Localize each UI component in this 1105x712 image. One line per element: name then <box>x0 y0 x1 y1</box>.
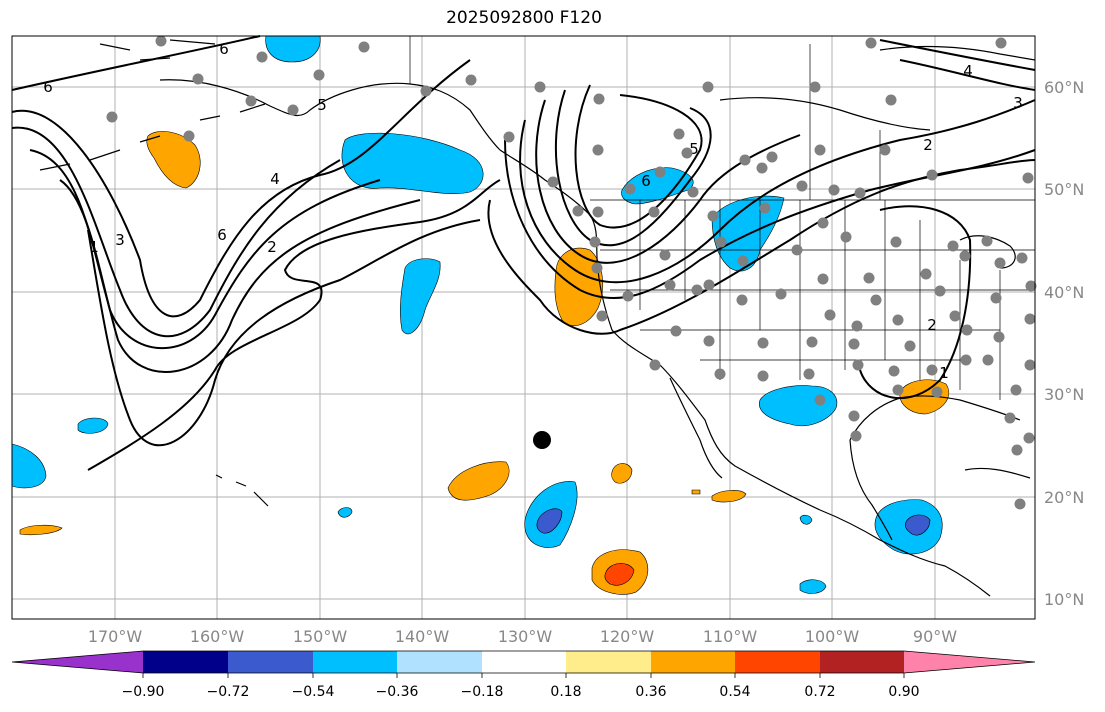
contour-label: 6 <box>641 172 651 190</box>
colorbar-tick-label: −0.90 <box>122 684 165 700</box>
contour-label: 3 <box>1013 94 1023 112</box>
contour-labels: 6 6 5 4 6 3 1 2 6 5 4 3 2 2 1 <box>43 40 1023 382</box>
colorbar-segment <box>566 651 651 673</box>
colorbar-tick-label: −0.72 <box>207 684 250 700</box>
lat-label: 20°N <box>1044 488 1084 507</box>
colorbar-segment <box>12 651 143 673</box>
shade-blue-tiny-2 <box>799 514 813 525</box>
target-point-marker[interactable] <box>533 431 551 449</box>
colorbar-tick-label: 0.18 <box>550 684 581 700</box>
shade-blue-140w <box>400 258 441 335</box>
shade-orange-subtrop <box>447 461 510 501</box>
colorbar-segment <box>143 651 228 673</box>
colorbar-segment <box>735 651 820 673</box>
map-area[interactable] <box>12 36 1035 619</box>
map-frame <box>11 35 1036 620</box>
lat-label: 60°N <box>1044 78 1084 97</box>
contour-label: 1 <box>939 364 949 382</box>
shade-orange-small-1 <box>611 463 633 484</box>
lon-label: 150°W <box>293 627 348 646</box>
colorbar-tick-label: −0.18 <box>461 684 504 700</box>
shade-midblue-yucatan <box>904 514 931 536</box>
colorbar-tick-label: −0.36 <box>376 684 419 700</box>
shade-blue-top <box>265 35 321 63</box>
contour-label: 2 <box>927 316 937 334</box>
colorbar-segment <box>651 651 735 673</box>
shade-blue-small-left <box>77 417 109 434</box>
map-title: 2025092800 F120 <box>446 8 602 28</box>
station-markers <box>106 35 1037 510</box>
colorbar-segment <box>228 651 313 673</box>
contour-label: 6 <box>217 226 227 244</box>
shade-orange-small-4 <box>691 489 701 495</box>
lon-label: 100°W <box>805 627 860 646</box>
colorbar-tick-label: −0.54 <box>292 684 335 700</box>
contour-label: 2 <box>923 136 933 154</box>
lon-label: 170°W <box>88 627 143 646</box>
contour-label: 6 <box>219 40 229 58</box>
colorbar-segment <box>904 651 1035 673</box>
colorbar-tick-label: 0.72 <box>804 684 835 700</box>
colorbar-segment <box>820 651 904 673</box>
shade-orange-coast <box>554 247 603 326</box>
contour-label: 3 <box>115 231 125 249</box>
shade-blue-gulf-alaska <box>341 132 484 194</box>
colorbar-segment <box>482 651 566 673</box>
lon-label: 120°W <box>600 627 655 646</box>
lat-label: 50°N <box>1044 180 1084 199</box>
contour-label: 4 <box>963 62 973 80</box>
contour-label: 2 <box>267 238 277 256</box>
lon-label: 110°W <box>703 627 758 646</box>
contour-label: 1 <box>89 238 99 256</box>
contour-label: 5 <box>317 96 327 114</box>
colorbar-segment <box>397 651 482 673</box>
lon-label: 130°W <box>498 627 553 646</box>
lon-label: 90°W <box>913 627 957 646</box>
contour-label: 5 <box>689 140 699 158</box>
colorbar-segment <box>313 651 397 673</box>
latitude-labels: 60°N 50°N 40°N 30°N 20°N 10°N <box>1044 78 1084 609</box>
shade-orange-small-3 <box>19 524 63 536</box>
shade-midblue-130w <box>536 508 563 534</box>
contour-label: 4 <box>270 170 280 188</box>
longitude-labels: 170°W 160°W 150°W 140°W 130°W 120°W 110°… <box>88 627 957 646</box>
shade-blue-small-se <box>799 579 827 594</box>
shade-orange-aleutian <box>146 131 201 189</box>
shade-blue-left <box>11 443 47 489</box>
lat-label: 10°N <box>1044 590 1084 609</box>
lat-label: 40°N <box>1044 283 1084 302</box>
colorbar-tick-label: 0.90 <box>888 684 919 700</box>
lat-label: 30°N <box>1044 385 1084 404</box>
lon-label: 160°W <box>190 627 245 646</box>
colorbar-tick-label: 0.54 <box>719 684 750 700</box>
shade-blue-tiny-1 <box>337 507 353 518</box>
lon-label: 140°W <box>395 627 450 646</box>
contour-label: 6 <box>43 78 53 96</box>
colorbar: −0.90 −0.72 −0.54 −0.36 −0.18 0.18 0.36 … <box>11 650 1036 700</box>
colorbar-tick-label: 0.36 <box>635 684 666 700</box>
shade-orange-small-2 <box>711 490 747 503</box>
shade-red-120w <box>604 563 635 586</box>
